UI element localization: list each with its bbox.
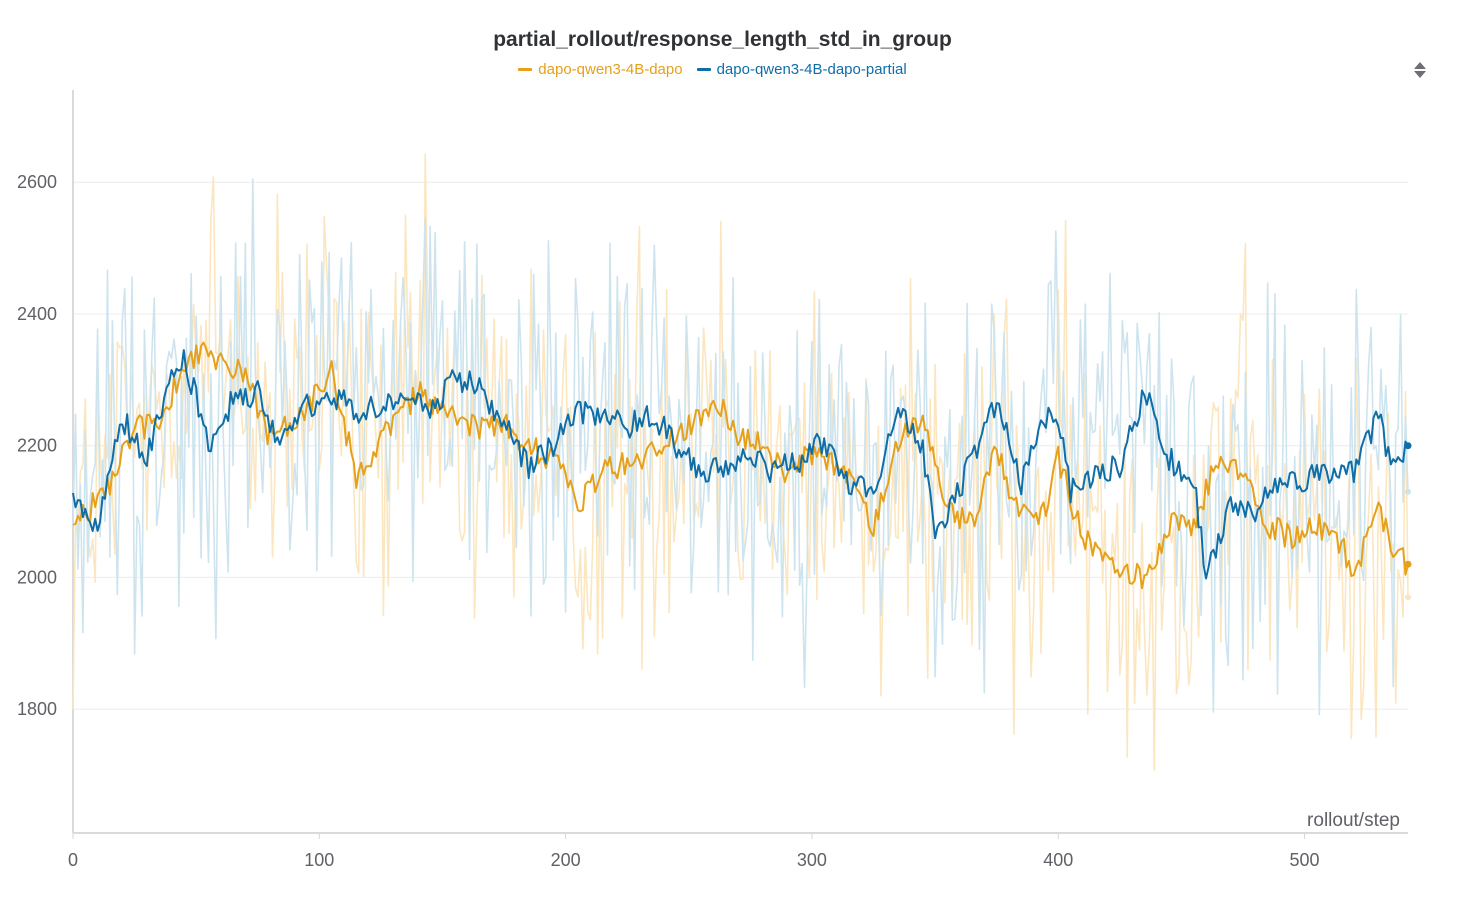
legend-label: dapo-qwen3-4B-dapo [538,61,683,78]
series-raw-line [72,178,1409,716]
series-raw-end-point [1405,594,1411,601]
x-axis-label: rollout/step [1307,810,1400,831]
legend: dapo-qwen3-4B-dapo dapo-qwen3-4B-dapo-pa… [0,61,1425,78]
series-end-point [1404,560,1412,568]
x-tick-label: 100 [304,850,334,870]
x-tick-label: 400 [1043,850,1073,870]
sort-toggle-icon[interactable] [1411,60,1429,80]
series-smoothed-line [72,349,1409,580]
series-end-point [1404,442,1412,450]
legend-swatch [696,68,711,71]
series-raw-end-point [1405,488,1411,495]
legend-item-dapo[interactable]: dapo-qwen3-4B-dapo [518,61,683,78]
series-smoothed-line [72,341,1409,590]
y-tick-label: 1800 [17,699,57,719]
y-tick-label: 2000 [17,567,57,587]
y-tick-label: 2200 [17,436,57,456]
legend-swatch [518,68,533,71]
legend-item-dapo-partial[interactable]: dapo-qwen3-4B-dapo-partial [696,61,907,78]
legend-label: dapo-qwen3-4B-dapo-partial [716,61,907,78]
x-tick-label: 500 [1290,850,1320,870]
x-tick-label: 300 [797,850,827,870]
chart-title: partial_rollout/response_length_std_in_g… [493,28,952,51]
x-tick-label: 200 [551,850,581,870]
y-tick-label: 2600 [17,172,57,192]
series-raw-line [72,153,1409,771]
y-tick-label: 2400 [17,304,57,324]
x-tick-label: 0 [68,850,78,870]
